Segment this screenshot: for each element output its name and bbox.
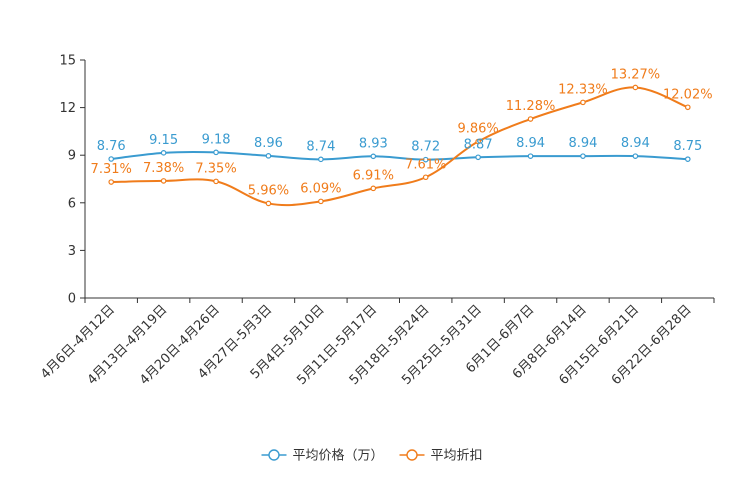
discount-point: [527, 116, 534, 122]
discount-point: [108, 179, 115, 185]
discount-data-label: 12.33%: [558, 82, 608, 97]
discount-point: [318, 198, 324, 205]
price-data-label: 9.18: [202, 132, 231, 147]
price-point: [527, 153, 534, 159]
price-point: [213, 149, 219, 156]
legend-item-price[interactable]: 平均价格（万）: [261, 448, 384, 464]
price-point: [632, 153, 639, 159]
discount-data-label: 12.02%: [663, 87, 713, 102]
discount-data-label: 7.31%: [91, 162, 132, 177]
discount-point: [632, 84, 639, 91]
price-data-label: 8.94: [621, 136, 650, 151]
legend[interactable]: 平均价格（万） 平均折扣: [261, 448, 483, 464]
discount-data-label: 7.38%: [143, 161, 184, 176]
legend-label: 平均折扣: [431, 449, 483, 464]
discount-point: [475, 138, 481, 145]
y-tick-label: 3: [68, 244, 76, 259]
discount-data-label: 6.91%: [353, 168, 394, 183]
price-point: [108, 156, 115, 162]
chart-axes: 036912154月6日-4月12日4月13日-4月19日4月20日-4月26日…: [38, 54, 715, 388]
y-tick-label: 9: [68, 149, 76, 164]
price-data-label: 8.87: [464, 137, 493, 152]
discount-point: [160, 178, 167, 184]
discount-data-label: 7.35%: [195, 161, 236, 176]
discount-data-label: 7.61%: [405, 157, 446, 172]
price-point: [160, 150, 167, 156]
price-point: [422, 156, 429, 163]
price-data-label: 8.75: [673, 139, 702, 154]
y-tick-label: 0: [68, 292, 76, 307]
price-data-label: 8.72: [411, 140, 440, 155]
price-point: [684, 156, 691, 162]
discount-point: [422, 174, 429, 181]
y-tick-label: 15: [59, 54, 76, 69]
y-tick-label: 6: [68, 196, 76, 211]
price-data-label: 8.94: [568, 136, 597, 151]
y-tick-label: 12: [59, 101, 76, 116]
data-labels-layer: 8.76 9.15 9.18 8.96 8.74 8.93 8.72 8.87 8.94 8.94…: [91, 67, 713, 198]
legend-marker-icon: [406, 449, 418, 461]
legend-marker-icon: [268, 449, 280, 461]
price-data-label: 8.93: [359, 136, 388, 151]
price-data-label: 8.94: [516, 136, 545, 151]
discount-point: [370, 185, 377, 192]
price-point: [265, 153, 272, 159]
discount-point: [213, 178, 219, 185]
price-point: [318, 156, 324, 163]
discount-data-label: 5.96%: [248, 183, 289, 198]
price-data-label: 8.76: [97, 139, 126, 154]
discount-point: [265, 200, 272, 207]
discount-data-label: 11.28%: [506, 99, 556, 114]
price-series-line: [111, 150, 688, 161]
price-point: [580, 153, 586, 159]
discount-point: [580, 99, 586, 106]
discount-data-label: 13.27%: [611, 67, 661, 82]
price-point: [475, 154, 481, 161]
discount-series-line: [111, 86, 689, 207]
price-data-label: 8.74: [306, 139, 335, 154]
legend-item-discount[interactable]: 平均折扣: [399, 449, 483, 464]
discount-data-label: 6.09%: [300, 181, 341, 196]
series-layer: [108, 84, 691, 207]
price-data-label: 9.15: [149, 133, 178, 148]
price-point: [370, 153, 377, 160]
price-data-label: 8.96: [254, 136, 283, 151]
discount-point: [684, 104, 691, 111]
discount-data-label: 9.86%: [457, 122, 498, 137]
legend-label: 平均价格（万）: [293, 448, 384, 464]
